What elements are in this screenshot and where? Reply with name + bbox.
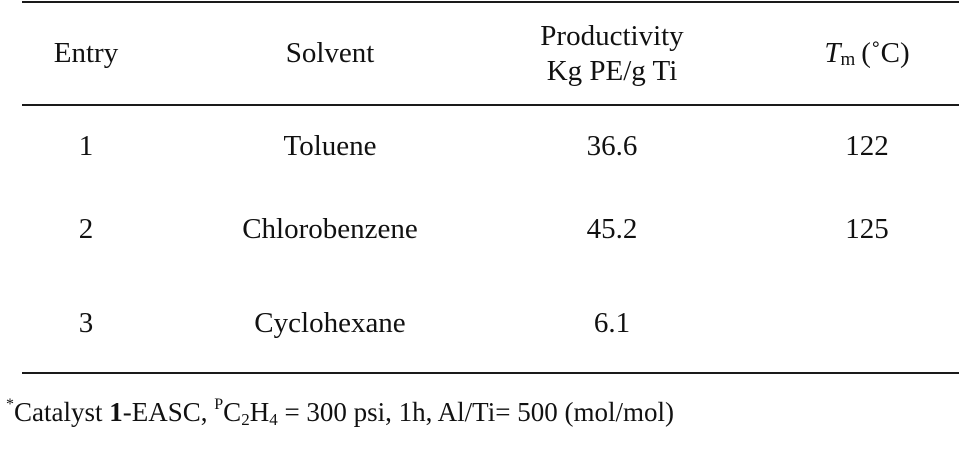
table-cell-productivity: 45.2: [586, 213, 638, 245]
results-table: Entry Solvent Productivity Kg PE/g Ti Tm…: [22, 0, 959, 457]
table-cell-solvent: Chlorobenzene: [242, 213, 418, 245]
footnote-formula-h-subscript: 4: [269, 410, 278, 429]
table-cell-entry: 3: [78, 307, 94, 339]
footnote-formula-h: H: [249, 397, 270, 427]
footnote-formula-c-subscript: 2: [241, 410, 250, 429]
footnote-formula-c: C: [223, 397, 242, 427]
footnote-catalyst-number: 1: [109, 397, 123, 427]
header-productivity-unit: Kg PE/g Ti: [546, 55, 678, 87]
table-cell-productivity: 6.1: [593, 307, 631, 339]
footnote-pressure-marker: P: [214, 396, 224, 413]
tm-unit: (˚C): [861, 37, 910, 69]
footnote-catalyst-text: Catalyst: [14, 397, 110, 427]
table-cell-tm: 125: [845, 213, 889, 245]
table-cell-entry: 1: [78, 130, 94, 162]
table-top-rule: [22, 1, 959, 3]
table-cell-productivity: 36.6: [586, 130, 638, 162]
footnote-easc-text: -EASC,: [122, 397, 215, 427]
tm-symbol: T: [824, 37, 841, 69]
header-entry: Entry: [53, 37, 119, 69]
table-cell-entry: 2: [78, 213, 94, 245]
header-melting-temperature: Tm (˚C): [777, 37, 957, 76]
header-productivity: Productivity: [540, 20, 684, 52]
footnote-marker: *: [6, 396, 14, 413]
table-footnote: *Catalyst 1-EASC, PC2H4 = 300 psi, 1h, A…: [6, 388, 674, 436]
table-cell-solvent: Cyclohexane: [254, 307, 406, 339]
table-bottom-rule: [22, 372, 959, 374]
header-divider-rule: [22, 104, 959, 106]
table-cell-solvent: Toluene: [283, 130, 377, 162]
tm-subscript: m: [840, 49, 856, 70]
header-solvent: Solvent: [285, 37, 375, 69]
table-cell-tm: 122: [845, 130, 889, 162]
footnote-conditions: = 300 psi, 1h, Al/Ti= 500 (mol/mol): [277, 397, 674, 427]
